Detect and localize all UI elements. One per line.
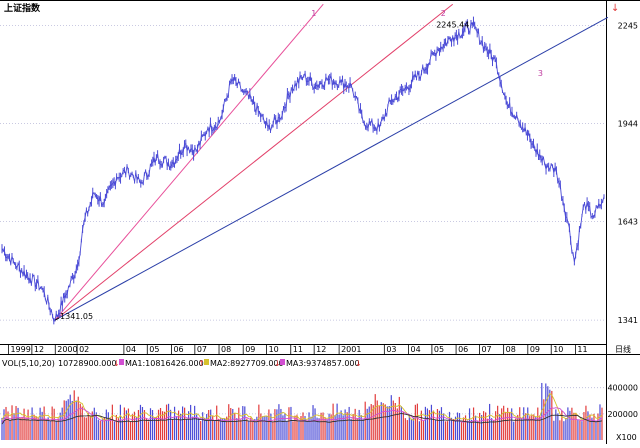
x-tick-label: 11 [293,345,303,354]
x-tick-label: 2001 [341,345,361,354]
volume-ma-line [1,392,603,422]
ma1-arrow: ↑ [198,359,205,368]
x-tick-label: 08 [221,345,231,354]
price-axis-ticks: 1341 1643 1944 2245 [618,21,638,325]
volume-ma-line [1,412,603,425]
volume-tick-label: 400000 [607,384,638,393]
ma3-arrow: ↓ [355,359,362,368]
price-line [1,20,605,323]
volume-unit-label: X100 [616,433,637,442]
trendlines: 1 2 3 [54,3,609,321]
x-tick-label: 10 [269,345,279,354]
ma2-arrow: ↓ [274,359,281,368]
ma3-swatch [280,359,285,365]
volume-legend-title: VOL(5,10,20) [2,359,55,368]
volume-legend-ma1: MA1:10816426.000 [125,359,204,368]
x-tick-label: 07 [481,345,491,354]
down-arrow-icon[interactable]: ↓ [611,3,619,14]
x-tick-label: 05 [434,345,444,354]
volume-legend-arrow: ↓ [113,359,120,368]
volume-legend-ma2: MA2:8927709.000 [210,359,284,368]
x-tick-label: 08 [506,345,516,354]
annotation-pointer [54,317,60,321]
x-tick-label: 2000 [57,345,77,354]
x-tick-label: 09 [245,345,255,354]
x-tick-label: 02 [79,345,89,354]
x-axis-ticks: 1999 12 2000 02 04 05 06 07 08 09 10 11 12 2001 03 04 05… [8,344,588,354]
high-annotation: 2245.44 [436,20,469,29]
ma1-swatch [119,359,124,365]
x-tick-label: 03 [386,345,396,354]
volume-legend-value: 10728900.000 [58,359,117,368]
x-tick-label: 12 [34,345,44,354]
x-tick-label: 04 [411,345,421,354]
x-tick-label: 04 [126,345,136,354]
trendline [54,16,609,321]
trendline-label: 2 [441,9,446,18]
period-label: 日线 [615,344,631,354]
x-tick-label: 10 [553,345,563,354]
volume-bars [1,382,603,440]
price-tick-label: 1944 [618,120,638,129]
volume-ma-lines [1,392,603,425]
trendline [54,3,454,321]
x-tick-label: 06 [458,345,468,354]
volume-axis-ticks: 200000 400000 [607,384,638,419]
price-series [1,16,605,325]
price-tick-label: 1341 [618,316,638,325]
volume-tick-label: 200000 [607,410,638,419]
x-tick-label: 07 [197,345,207,354]
price-tick-label: 2245 [618,21,638,30]
x-tick-label: 09 [530,345,540,354]
annotations: 1341.05 2245.44 [54,20,469,321]
volume-legend-ma3: MA3:9374857.000 [286,359,360,368]
ma2-swatch [204,359,209,365]
x-tick-label: 05 [149,345,159,354]
x-tick-label: 06 [173,345,183,354]
trendline-label: 3 [538,69,543,78]
trendline-label: 1 [311,9,316,18]
chart-title: 上证指数 [4,2,41,14]
trendline [54,3,324,321]
low-annotation: 1341.05 [60,312,93,321]
x-tick-label: 12 [316,345,326,354]
x-tick-label: 1999 [10,345,30,354]
x-tick-label: 11 [577,345,587,354]
price-tick-label: 1643 [618,218,638,227]
